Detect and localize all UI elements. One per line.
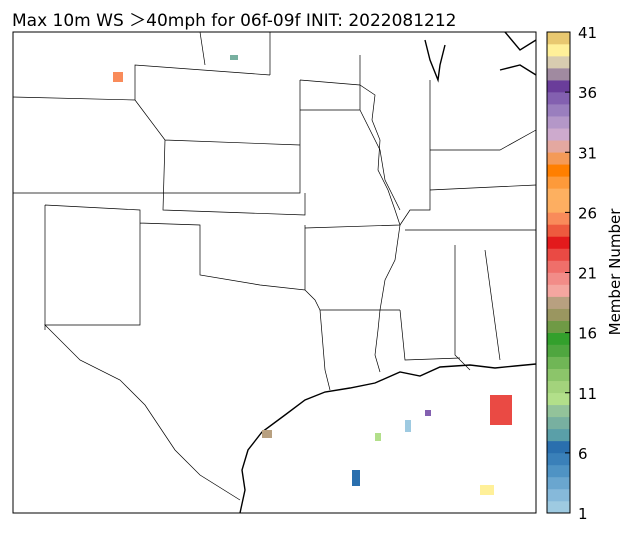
colorbar-segment: [547, 488, 570, 502]
colorbar-segment: [547, 452, 570, 466]
colorbar-segment: [547, 32, 570, 45]
colorbar-segment: [547, 200, 570, 213]
colorbar-segment: [547, 428, 570, 442]
colorbar-segment: [547, 152, 570, 165]
colorbar-segment: [547, 80, 570, 93]
colorbar-segment: [547, 116, 570, 129]
colorbar-tick-label: 6: [578, 445, 588, 463]
colorbar-segment: [547, 284, 570, 297]
colorbar-tick-label: 31: [578, 144, 597, 162]
colorbar-segment: [547, 368, 570, 382]
colorbar-segment: [547, 476, 570, 490]
colorbar-segment: [547, 464, 570, 478]
colorbar-label: Member Number: [606, 208, 624, 336]
colorbar-tick-label: 16: [578, 325, 597, 343]
colorbar-segment: [547, 104, 570, 117]
colorbar-segment: [547, 500, 570, 514]
colorbar-segment: [547, 404, 570, 418]
colorbar-segment: [547, 380, 570, 394]
colorbar-segment: [547, 92, 570, 105]
colorbar-segment: [547, 224, 570, 237]
colorbar-segment: [547, 128, 570, 141]
colorbar-segment: [547, 392, 570, 406]
colorbar-tick-label: 11: [578, 385, 597, 403]
colorbar-segment: [547, 212, 570, 225]
colorbar-segment: [547, 260, 570, 273]
colorbar-segment: [547, 332, 570, 345]
colorbar-segment: [547, 236, 570, 249]
colorbar-segment: [547, 416, 570, 430]
colorbar-tick-label: 36: [578, 84, 597, 102]
colorbar-tick-label: 26: [578, 204, 597, 222]
colorbar-segment: [547, 308, 570, 321]
colorbar-tick-label: 41: [578, 24, 597, 42]
colorbar-segment: [547, 188, 570, 201]
map-title: Max 10m WS ＞40mph for 06f-09f INIT: 2022…: [12, 11, 456, 31]
colorbar-tick-label: 21: [578, 265, 597, 283]
colorbar-segment: [547, 44, 570, 57]
wind-swaths: [113, 55, 512, 495]
colorbar-tick-label: 1: [578, 505, 588, 523]
basemap: [12, 31, 537, 514]
colorbar-segment: [547, 344, 570, 357]
colorbar-segment: [547, 272, 570, 285]
colorbar-segment: [547, 56, 570, 69]
colorbar-segment: [547, 164, 570, 177]
colorbar-segment: [547, 248, 570, 261]
colorbar-segment: [547, 68, 570, 81]
colorbar-segment: [547, 296, 570, 309]
colorbar-segment: [547, 356, 570, 369]
colorbar-segment: [547, 320, 570, 333]
colorbar-segment: [547, 176, 570, 189]
colorbar-segment: [547, 440, 570, 454]
colorbar-segment: [547, 140, 570, 153]
